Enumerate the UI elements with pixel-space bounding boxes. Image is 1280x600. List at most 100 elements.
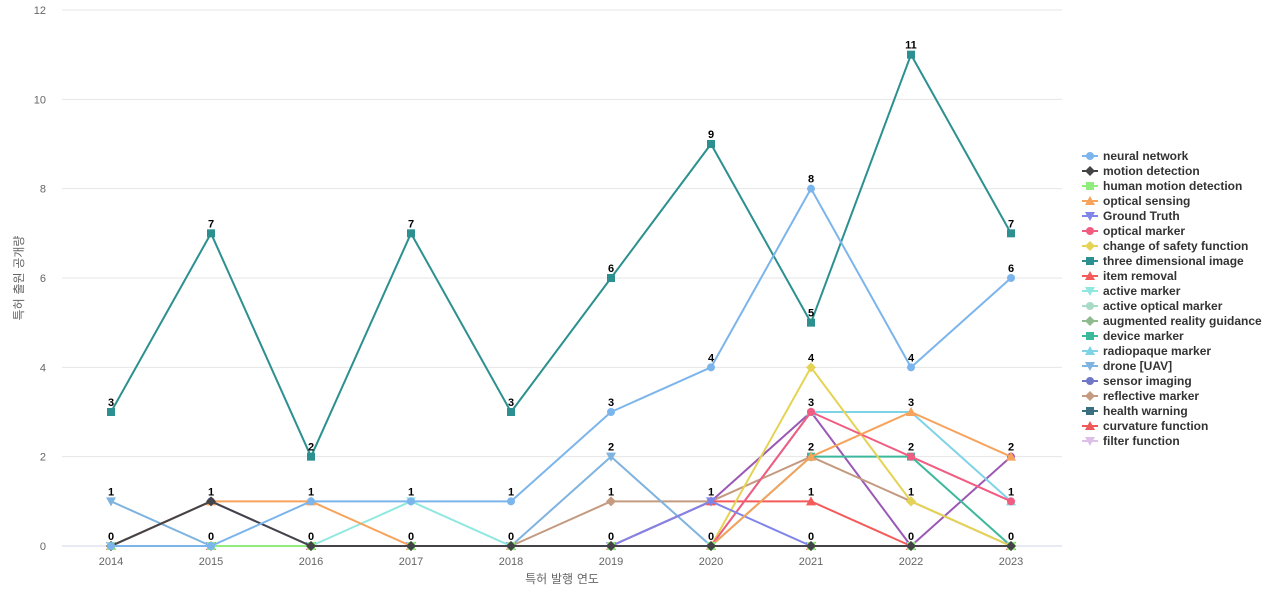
legend-item[interactable]: filter function: [1082, 434, 1180, 448]
data-label: 1: [108, 486, 114, 498]
legend-item[interactable]: sensor imaging: [1082, 374, 1192, 388]
legend-label: drone [UAV]: [1103, 359, 1172, 373]
legend-item[interactable]: human motion detection: [1082, 179, 1242, 193]
series-line: [110, 411, 1012, 547]
data-point: [906, 407, 916, 416]
data-point: [806, 541, 816, 551]
legend-item[interactable]: active marker: [1082, 284, 1181, 298]
data-label: 0: [108, 531, 114, 543]
legend-item[interactable]: neural network: [1082, 149, 1189, 163]
data-point: [307, 452, 315, 461]
legend-item[interactable]: motion detection: [1082, 164, 1200, 178]
data-label: 3: [108, 397, 114, 409]
legend-label: sensor imaging: [1103, 374, 1192, 388]
series-line: [110, 411, 1012, 547]
x-tick-label: 2017: [399, 556, 423, 568]
data-point: [506, 541, 516, 551]
series-optical-sensing: [106, 407, 1016, 550]
x-tick-label: 2022: [899, 556, 923, 568]
data-label: 2: [1008, 442, 1014, 454]
y-tick-label: 4: [40, 362, 46, 374]
data-point: [607, 408, 615, 416]
data-label: 0: [708, 531, 714, 543]
data-label: 2: [608, 442, 614, 454]
data-point: [1007, 497, 1015, 506]
data-label: 0: [808, 531, 814, 543]
data-label: 3: [908, 397, 914, 409]
legend-marker: [1085, 362, 1095, 371]
legend-item[interactable]: augmented reality guidance: [1082, 314, 1262, 328]
data-label: 0: [508, 531, 514, 543]
data-label: 0: [308, 531, 314, 543]
data-point: [306, 541, 316, 551]
y-axis-ticks: 0 2 4 6 8 10 12: [34, 5, 46, 553]
legend-item[interactable]: health warning: [1082, 404, 1188, 418]
data-point: [107, 408, 115, 416]
legend-item[interactable]: optical sensing: [1082, 194, 1190, 208]
legend-item[interactable]: drone [UAV]: [1082, 359, 1172, 373]
data-label: 8: [808, 174, 814, 186]
legend-label: optical sensing: [1103, 194, 1190, 208]
legend-marker: [1086, 257, 1094, 265]
data-label: 1: [908, 486, 914, 498]
data-point: [407, 497, 415, 506]
data-point: [507, 408, 515, 416]
data-label: 7: [208, 218, 214, 230]
y-tick-label: 8: [40, 184, 46, 196]
legend-item[interactable]: reflective marker: [1082, 389, 1199, 403]
series-line: [110, 411, 1012, 547]
data-label: 1: [308, 486, 314, 498]
data-point: [307, 497, 315, 506]
x-tick-label: 2020: [699, 556, 723, 568]
data-point: [907, 50, 915, 59]
data-point: [606, 541, 616, 551]
series-three-dimensional-image: [107, 50, 1015, 461]
data-label: 1: [208, 486, 214, 498]
legend-marker: [1085, 241, 1095, 251]
series-radiopaque-marker: [106, 407, 1016, 550]
legend-label: radiopaque marker: [1103, 344, 1211, 358]
data-label: 2: [308, 442, 314, 454]
legend-label: optical marker: [1103, 224, 1185, 238]
legend-label: change of safety function: [1103, 239, 1248, 253]
legend-marker: [1086, 407, 1094, 415]
data-label: 1: [608, 486, 614, 498]
data-label: 1: [508, 486, 514, 498]
legend-item[interactable]: radiopaque marker: [1082, 344, 1211, 358]
legend-item[interactable]: optical marker: [1082, 224, 1185, 238]
legend-item[interactable]: device marker: [1082, 329, 1184, 343]
data-point: [1007, 229, 1015, 238]
legend-marker: [1086, 377, 1094, 385]
legend-item[interactable]: active optical marker: [1082, 299, 1223, 313]
legend-marker: [1086, 302, 1094, 310]
y-axis-title: 특허 출원 공개량: [12, 236, 26, 321]
data-point: [806, 496, 816, 506]
legend-label: Ground Truth: [1103, 209, 1180, 223]
legend-label: filter function: [1103, 434, 1180, 448]
data-point: [807, 318, 815, 327]
legend-marker: [1086, 152, 1094, 160]
legend-marker: [1085, 437, 1095, 446]
legend-item[interactable]: change of safety function: [1082, 239, 1248, 253]
data-label: 0: [908, 531, 914, 543]
data-label: 1: [1008, 486, 1014, 498]
data-label: 1: [408, 486, 414, 498]
legend-marker: [1085, 271, 1095, 280]
legend-item[interactable]: three dimensional image: [1082, 254, 1244, 268]
legend-item[interactable]: Ground Truth: [1082, 209, 1180, 223]
legend-item[interactable]: item removal: [1082, 269, 1177, 283]
legend-label: neural network: [1103, 149, 1189, 163]
data-point: [207, 229, 215, 238]
data-point: [906, 496, 916, 507]
y-tick-label: 10: [34, 94, 46, 106]
x-axis-title: 특허 발행 연도: [525, 571, 599, 586]
data-label: 0: [1008, 531, 1014, 543]
data-point: [1006, 541, 1016, 551]
legend-item[interactable]: curvature function: [1082, 419, 1208, 433]
series-optical-marker: [107, 408, 1015, 550]
x-tick-label: 2016: [299, 556, 323, 568]
data-label: 2: [908, 442, 914, 454]
y-tick-label: 12: [34, 5, 46, 17]
